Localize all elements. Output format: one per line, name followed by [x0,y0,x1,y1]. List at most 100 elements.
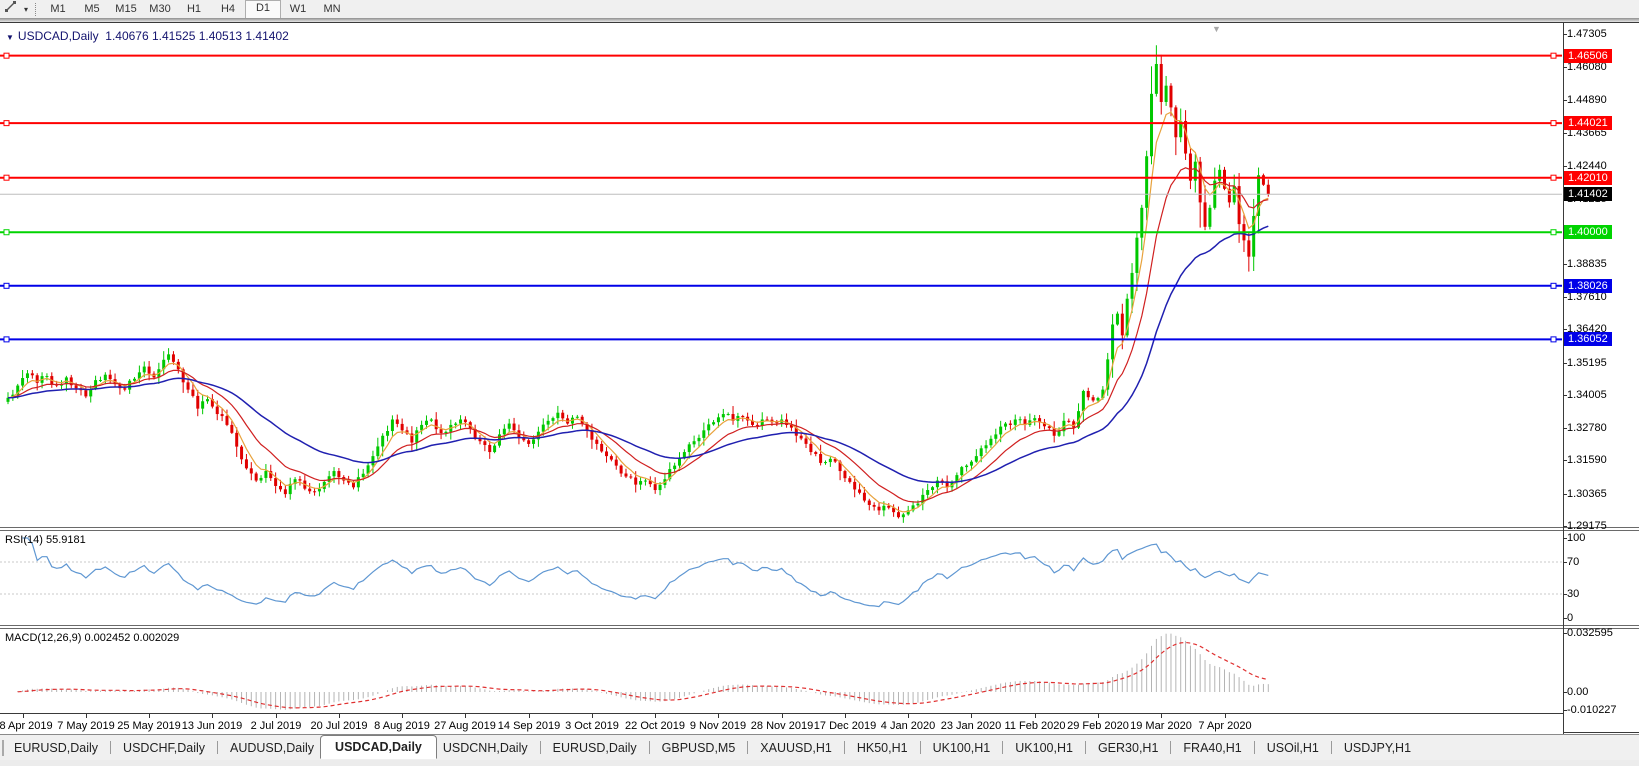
candle [940,480,944,482]
hline-handle[interactable] [1550,336,1557,343]
hline-handle[interactable] [1550,52,1557,59]
chart-ohlc-values: 1.40676 1.41525 1.40513 1.41402 [105,29,289,43]
hline-handle[interactable] [3,229,10,236]
candle [794,427,798,436]
timeframe-m30-button[interactable]: M30 [149,2,171,15]
timeframe-m5-button[interactable]: M5 [84,2,100,15]
candle [712,422,716,425]
date-axis-label: 8 Aug 2019 [374,720,430,732]
candle [600,443,604,452]
candle [386,431,390,436]
tab-uk100-h1-10[interactable]: UK100,H1 [1015,740,1073,755]
timeframe-h1-button[interactable]: H1 [186,2,202,15]
candle [799,435,803,439]
chart-shift-marker[interactable]: ▼ [1212,24,1221,34]
timeframe-h4-button[interactable]: H4 [220,2,236,15]
tab-ger30-h1-11[interactable]: GER30,H1 [1097,740,1159,755]
candle [950,481,954,488]
tab-usdcnh-daily-4[interactable]: USDCNH,Daily [442,740,528,755]
price-axis-tick [1563,428,1567,429]
rsi-axis-label: 0 [1567,612,1574,624]
candle [1023,419,1027,425]
timeframe-w1-button[interactable]: W1 [289,2,307,15]
candle [463,419,467,423]
tab-usdcad-daily-3[interactable]: USDCAD,Daily [320,734,437,759]
candle [89,388,93,397]
candle [1135,237,1139,273]
candle [575,416,579,418]
tab-xauusd-h1-7[interactable]: XAUUSD,H1 [760,740,832,755]
candle [381,435,385,447]
candle [1096,398,1100,401]
candle [1038,418,1042,423]
hline-handle[interactable] [3,336,10,343]
rsi-canvas[interactable] [0,531,1562,625]
candle [882,505,886,511]
candle [833,458,837,462]
hline-handle[interactable] [3,120,10,127]
tab-usdchf-daily-1[interactable]: USDCHF,Daily [123,740,205,755]
candle [522,437,526,441]
date-axis-tick [529,714,530,718]
ma-slow-line [7,225,1269,484]
candle [843,471,847,479]
candle [210,399,214,407]
candle [410,433,414,443]
date-axis-tick [908,714,909,718]
tab-eurusd-daily-0[interactable]: EURUSD,Daily [14,740,99,755]
hline-handle[interactable] [3,52,10,59]
price-axis-label: 1.47305 [1567,28,1607,40]
candle [731,414,735,421]
date-axis-label: 13 Jun 2019 [181,720,243,732]
candle [240,446,244,460]
hline-handle[interactable] [1550,282,1557,289]
macd-canvas[interactable] [0,629,1562,713]
tab-uk100-h1-9[interactable]: UK100,H1 [932,740,991,755]
main-chart-canvas[interactable] [0,25,1562,527]
timeframe-m1-button[interactable]: M1 [50,2,66,15]
timeframe-mn-button[interactable]: MN [323,2,341,15]
tab-eurusd-daily-5[interactable]: EURUSD,Daily [552,740,637,755]
hline-handle[interactable] [1550,120,1557,127]
candle [283,489,287,495]
macd-axis-label: -0.010227 [1567,704,1617,716]
candle [624,473,628,477]
date-axis-tick [339,714,340,718]
panel-splitter[interactable] [0,527,1639,531]
collapse-caret-icon[interactable]: ▼ [6,33,14,42]
tab-usoil-h1-13[interactable]: USOil,H1 [1266,740,1319,755]
candle [45,376,49,378]
price-axis-label: 1.31590 [1567,454,1607,466]
line-tool-dropdown-caret[interactable]: ▾ [23,4,28,14]
tab-hk50-h1-8[interactable]: HK50,H1 [856,740,908,755]
hline-handle[interactable] [3,282,10,289]
date-axis-label: 23 Jan 2020 [940,720,1002,732]
tab-gbpusd-m5-6[interactable]: GBPUSD,M5 [661,740,736,755]
candle [741,416,745,418]
candle [1154,63,1158,94]
candle [765,419,769,421]
candle [1081,390,1085,412]
panel-splitter[interactable] [0,625,1639,629]
timeframe-m15-button[interactable]: M15 [115,2,137,15]
hline-handle[interactable] [1550,174,1557,181]
candle [30,373,34,376]
hline-handle[interactable] [1550,229,1557,236]
candle [361,473,365,478]
timeframe-d1-button[interactable]: D1 [245,0,281,19]
candle [1101,389,1105,399]
line-tool-button[interactable] [0,1,20,17]
candle [317,488,321,492]
date-axis-label: 7 May 2019 [57,720,115,732]
tab-fra40-h1-12[interactable]: FRA40,H1 [1183,740,1242,755]
chart-scrollbar[interactable] [0,18,1639,22]
candle [35,375,39,383]
tab-separator [1253,741,1255,754]
hline-handle[interactable] [3,174,10,181]
date-axis-label: 17 Dec 2019 [813,720,877,732]
candle [585,423,589,431]
tab-usdjpy-h1-14[interactable]: USDJPY,H1 [1343,740,1412,755]
tab-audusd-daily-2[interactable]: AUDUSD,Daily [230,740,315,755]
candle [1145,156,1149,208]
